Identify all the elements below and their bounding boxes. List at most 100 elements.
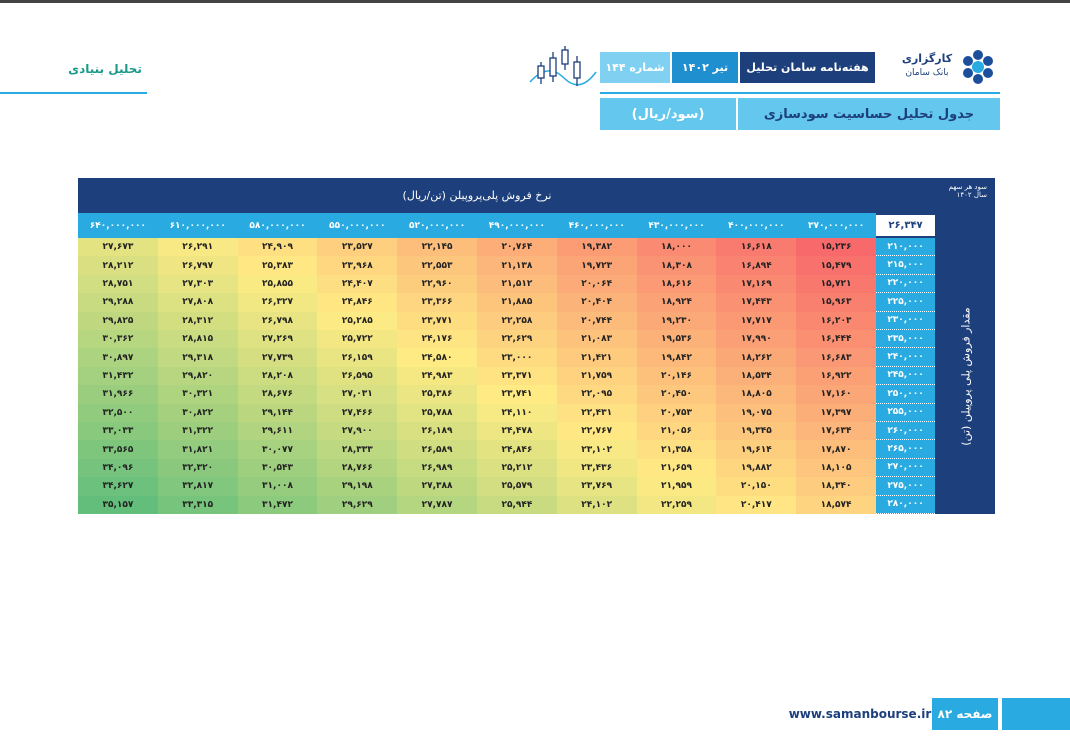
cell: ۳۱,۹۶۶ (78, 385, 158, 404)
cell: ۲۰,۴۱۷ (716, 495, 797, 514)
cell: ۲۰,۷۶۴ (477, 238, 557, 257)
cell: ۲۶,۹۸۹ (397, 458, 477, 478)
column-header: ۴۶۰,۰۰۰,۰۰۰ (568, 220, 625, 231)
cell: ۲۲,۶۲۹ (477, 330, 557, 349)
publication: هفته‌نامه سامان تحلیل (740, 52, 875, 83)
section-label: تحلیل بنیادی (68, 62, 142, 76)
row-header: ۲۶۰,۰۰۰ (876, 422, 935, 441)
cell: ۲۷,۴۶۶ (317, 403, 398, 422)
cell: ۲۳,۳۷۱ (477, 366, 557, 386)
cell: ۱۷,۸۷۰ (796, 440, 876, 459)
brand-sub: بانک سامان (905, 68, 949, 78)
cell: ۲۰,۷۵۳ (636, 403, 717, 422)
cell: ۲۴,۴۰۷ (317, 274, 398, 294)
cell: ۱۹,۷۲۳ (556, 256, 637, 275)
sensitivity-table: نرخ فروش پلی‌پروپیلن (تن/ریال) سود هر سه… (78, 178, 995, 514)
cell: ۲۵,۸۵۵ (237, 274, 318, 294)
cell: ۱۸,۵۷۴ (796, 495, 876, 514)
cell: ۲۵,۵۷۹ (477, 477, 557, 496)
cell: ۲۷,۳۸۸ (397, 477, 477, 496)
brand: کارگزاری (901, 51, 953, 65)
cell: ۲۳,۹۶۸ (317, 256, 398, 275)
cell: ۲۸,۳۳۳ (317, 440, 398, 459)
cell: ۲۱,۰۵۶ (636, 422, 717, 441)
cell: ۱۹,۸۸۲ (716, 458, 797, 478)
cell: ۱۹,۶۱۴ (716, 440, 797, 459)
cell: ۱۶,۹۲۲ (796, 366, 876, 386)
cell: ۲۴,۸۴۶ (477, 440, 557, 459)
cell: ۲۷,۶۷۳ (78, 238, 158, 257)
cell: ۲۸,۶۷۶ (237, 385, 318, 404)
cell: ۳۱,۳۲۲ (157, 422, 238, 441)
cell: ۲۹,۸۲۵ (78, 311, 158, 330)
cell: ۲۹,۸۲۰ (157, 366, 238, 386)
cell: ۲۸,۲۱۲ (78, 256, 158, 275)
cell: ۱۷,۹۹۰ (716, 330, 797, 349)
column-header: ۶۱۰,۰۰۰,۰۰۰ (169, 220, 226, 231)
cell: ۲۰,۴۰۴ (556, 293, 637, 312)
cell: ۲۴,۴۷۸ (477, 422, 557, 441)
cell: ۲۴,۹۸۳ (397, 366, 477, 386)
cell: ۳۲,۸۱۷ (157, 477, 238, 496)
cell: ۳۴,۶۲۷ (78, 477, 158, 496)
cell: ۲۷,۷۳۹ (237, 348, 318, 367)
cell: ۲۱,۶۵۹ (636, 458, 717, 478)
cell: ۲۱,۰۸۳ (556, 330, 637, 349)
cell: ۱۹,۳۸۲ (556, 238, 637, 257)
column-header: ۴۰۰,۰۰۰,۰۰۰ (728, 220, 785, 231)
cell: ۳۲,۵۰۰ (78, 403, 158, 422)
cell: ۲۱,۳۵۸ (636, 440, 717, 459)
cell: ۲۹,۱۹۸ (317, 477, 398, 496)
column-header: ۳۷۰,۰۰۰,۰۰۰ (807, 220, 865, 231)
column-header: ۵۵۰,۰۰۰,۰۰۰ (329, 220, 386, 231)
cell: ۱۵,۹۶۳ (796, 293, 876, 312)
row-header: ۲۱۰,۰۰۰ (876, 238, 935, 257)
corner-label-text: سود هر سهم (948, 183, 987, 191)
column-header: ۵۲۰,۰۰۰,۰۰۰ (408, 220, 466, 231)
cell: ۲۱,۷۵۹ (556, 366, 637, 386)
cell: ۲۸,۷۵۱ (78, 274, 158, 294)
cell: ۳۴,۰۹۶ (78, 458, 158, 478)
rule (0, 92, 147, 94)
cell: ۲۲,۲۵۹ (636, 495, 717, 514)
row-header: ۲۲۰,۰۰۰ (876, 274, 935, 294)
corner-value: ۲۶,۳۴۷ (876, 215, 935, 236)
cell: ۳۰,۸۹۷ (78, 348, 158, 367)
cell: ۲۳,۷۴۱ (477, 385, 557, 404)
cell: ۳۳,۵۶۵ (78, 440, 158, 459)
cell: ۳۳,۰۳۳ (78, 422, 158, 441)
column-title: نرخ فروش پلی‌پروپیلن (تن/ریال) (402, 189, 552, 202)
footer-bar (1002, 698, 1070, 730)
cell: ۲۲,۷۶۷ (556, 422, 637, 441)
cell: ۳۰,۰۷۷ (237, 440, 318, 459)
corner-label: سود هر سهم سال ۱۴۰۲ (937, 183, 987, 199)
cell: ۲۲,۴۳۱ (556, 403, 637, 422)
cell: ۲۳,۵۲۷ (317, 238, 398, 257)
cell: ۱۹,۸۴۲ (636, 348, 717, 367)
cell: ۲۱,۹۵۹ (636, 477, 717, 496)
cell: ۲۳,۱۰۲ (556, 440, 637, 459)
cell: ۲۷,۳۰۳ (157, 274, 238, 294)
cell: ۱۸,۵۳۴ (716, 366, 797, 386)
cell: ۲۶,۱۸۹ (397, 422, 477, 441)
cell: ۱۶,۶۱۸ (716, 238, 797, 257)
cell: ۲۲,۲۵۸ (477, 311, 557, 330)
row-title: مقدار فروش پلی پروپیلن (تن) (959, 306, 973, 446)
cell: ۲۶,۵۹۵ (317, 366, 398, 386)
cell: ۱۷,۱۶۹ (716, 274, 797, 294)
cell: ۱۹,۲۳۰ (636, 311, 717, 330)
column-header: ۴۳۰,۰۰۰,۰۰۰ (648, 220, 705, 231)
cell: ۳۱,۸۲۱ (157, 440, 238, 459)
cell: ۲۴,۸۴۶ (317, 293, 398, 312)
cell: ۲۶,۱۵۹ (317, 348, 398, 367)
row-header: ۲۶۵,۰۰۰ (876, 440, 935, 459)
cell: ۲۸,۲۰۸ (237, 366, 318, 386)
cell: ۲۹,۱۴۴ (237, 403, 318, 422)
cell: ۱۶,۴۴۴ (796, 330, 876, 349)
cell: ۲۳,۷۷۱ (397, 311, 477, 330)
cell: ۲۶,۲۹۱ (157, 238, 238, 257)
cell: ۲۴,۱۷۶ (397, 330, 477, 349)
cell: ۲۷,۰۳۱ (317, 385, 398, 404)
cell: ۱۶,۲۰۳ (796, 311, 876, 330)
